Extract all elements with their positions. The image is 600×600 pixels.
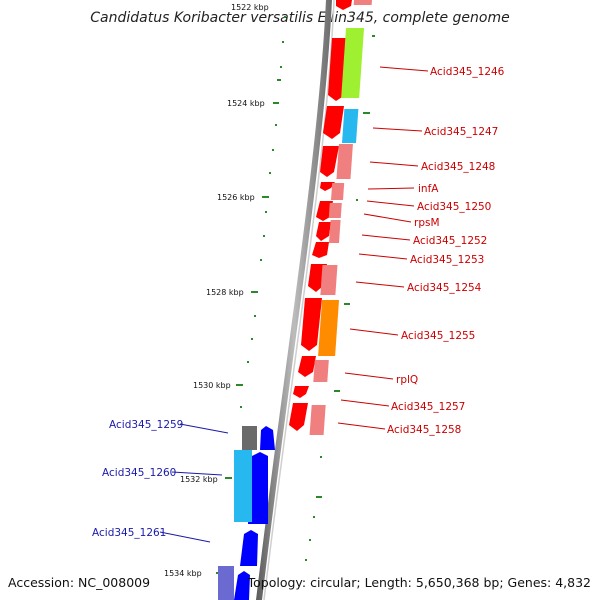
- gene-label: rplQ: [396, 374, 418, 386]
- gene-arrow: [234, 571, 250, 600]
- gene-arrow: [312, 242, 329, 258]
- ruler-label: 1526 kbp: [217, 193, 255, 202]
- ruler-label: 1524 kbp: [227, 99, 265, 108]
- gene-arrow: [301, 298, 322, 351]
- ruler-label: 1534 kbp: [164, 569, 202, 578]
- gene-arrow: [320, 182, 335, 191]
- gene-block: [320, 265, 338, 295]
- gene-arrow: [260, 426, 275, 450]
- gene-label: Acid345_1255: [401, 330, 475, 342]
- gene-arrow: [240, 530, 258, 566]
- gene-arrow: [298, 356, 316, 377]
- ruler-label: 1528 kbp: [206, 288, 244, 297]
- genome-title: Candidatus Koribacter versatilis Ellin34…: [90, 10, 510, 26]
- gene-label: Acid345_1258: [387, 424, 461, 436]
- gene-arrow: [320, 146, 339, 177]
- gene-arrow: [323, 106, 344, 139]
- gene-arrow: [248, 452, 268, 524]
- gene-label: Acid345_1260: [102, 467, 176, 479]
- gene-block: [329, 220, 341, 243]
- gene-label: Acid345_1247: [424, 126, 498, 138]
- gene-arrow: [316, 222, 331, 241]
- gene-label: Acid345_1248: [421, 161, 495, 173]
- gene-label: Acid345_1259: [109, 419, 183, 431]
- gene-label: Acid345_1254: [407, 282, 482, 294]
- gene-block: [328, 203, 342, 218]
- gene-arrow: [293, 386, 309, 398]
- gene-label: Acid345_1246: [430, 66, 505, 78]
- accession-text: Accession: NC_008009: [8, 575, 151, 590]
- gene-arrow: [336, 0, 352, 10]
- reverse-genes: [234, 426, 275, 600]
- gene-block: [242, 426, 257, 450]
- ruler-label: 1532 kbp: [180, 475, 218, 484]
- gene-block: [318, 300, 340, 356]
- gene-block: [341, 28, 365, 98]
- gene-label: infA: [418, 183, 439, 195]
- gene-label: Acid345_1252: [413, 235, 487, 247]
- gene-block: [331, 183, 345, 200]
- gene-block: [309, 405, 326, 435]
- gene-block: [353, 0, 372, 5]
- gene-arrow: [289, 403, 308, 431]
- gene-label: rpsM: [414, 217, 440, 229]
- gene-block: [342, 109, 359, 143]
- gene-label: Acid345_1257: [391, 401, 465, 413]
- gene-label: Acid345_1253: [410, 254, 484, 266]
- gene-block: [336, 144, 353, 179]
- gene-label: Acid345_1261: [92, 527, 166, 539]
- gene-block: [218, 566, 234, 600]
- gene-label: Acid345_1250: [417, 201, 491, 213]
- gene-arrow: [316, 201, 333, 221]
- ruler-label: 1522 kbp: [231, 3, 269, 12]
- genome-summary-text: Topology: circular; Length: 5,650,368 bp…: [247, 575, 591, 590]
- gene-block: [313, 360, 329, 382]
- ruler-label: 1530 kbp: [193, 381, 231, 390]
- gene-block: [234, 450, 252, 522]
